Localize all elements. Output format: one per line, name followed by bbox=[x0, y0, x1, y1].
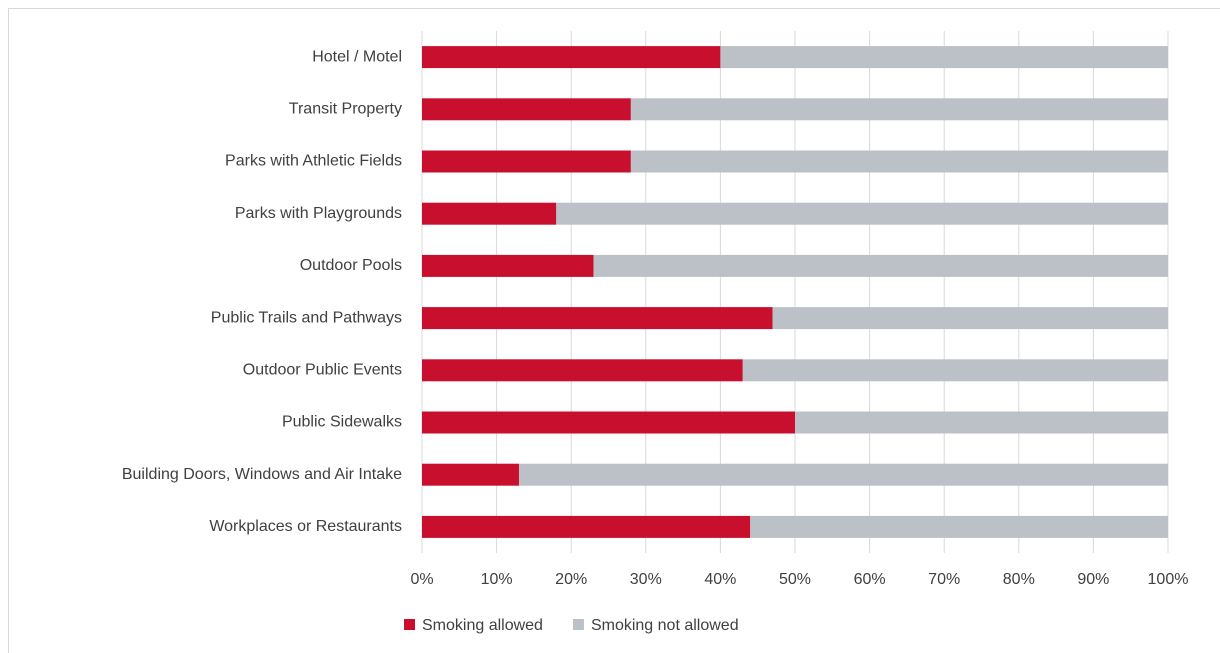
y-tick-label: Public Trails and Pathways bbox=[211, 309, 402, 326]
y-tick-label: Parks with Playgrounds bbox=[235, 205, 402, 222]
chart-frame bbox=[8, 8, 1220, 653]
bar bbox=[422, 254, 594, 277]
legend-swatch bbox=[404, 619, 415, 630]
y-tick-label: Parks with Athletic Fields bbox=[225, 153, 402, 170]
bar bbox=[593, 254, 1168, 277]
bar bbox=[742, 359, 1168, 382]
bar bbox=[422, 150, 631, 173]
legend-swatch bbox=[572, 619, 584, 630]
x-tick-label: 0% bbox=[410, 571, 433, 588]
y-tick-label: Hotel / Motel bbox=[312, 48, 402, 65]
y-tick-label: Outdoor Public Events bbox=[243, 362, 402, 379]
legend-label: Smoking not allowed bbox=[591, 617, 739, 634]
bar bbox=[422, 98, 631, 121]
y-tick-label: Building Doors, Windows and Air Intake bbox=[122, 466, 402, 483]
bar bbox=[630, 150, 1168, 173]
x-tick-label: 50% bbox=[779, 571, 811, 588]
bar bbox=[518, 463, 1168, 486]
bar bbox=[422, 411, 795, 434]
y-tick-label: Transit Property bbox=[289, 101, 402, 118]
bar bbox=[422, 202, 557, 225]
legend-label: Smoking allowed bbox=[422, 617, 543, 634]
x-tick-label: 100% bbox=[1148, 571, 1189, 588]
bar bbox=[556, 202, 1168, 225]
x-tick-label: 60% bbox=[854, 571, 886, 588]
bar bbox=[422, 307, 773, 330]
bar bbox=[772, 307, 1168, 330]
x-tick-label: 30% bbox=[630, 571, 662, 588]
bar bbox=[795, 411, 1168, 434]
bar bbox=[720, 46, 1168, 69]
bar bbox=[422, 359, 743, 382]
x-tick-label: 70% bbox=[928, 571, 960, 588]
x-tick-label: 90% bbox=[1077, 571, 1109, 588]
x-tick-label: 20% bbox=[555, 571, 587, 588]
x-tick-label: 10% bbox=[481, 571, 513, 588]
y-tick-label: Public Sidewalks bbox=[282, 414, 402, 431]
x-tick-label: 80% bbox=[1003, 571, 1035, 588]
bar bbox=[422, 515, 751, 538]
x-tick-label: 40% bbox=[704, 571, 736, 588]
bar bbox=[422, 463, 519, 486]
bar bbox=[630, 98, 1168, 121]
y-tick-label: Workplaces or Restaurants bbox=[209, 518, 402, 535]
bar bbox=[750, 515, 1168, 538]
y-tick-label: Outdoor Pools bbox=[300, 257, 402, 274]
bar bbox=[422, 46, 721, 69]
